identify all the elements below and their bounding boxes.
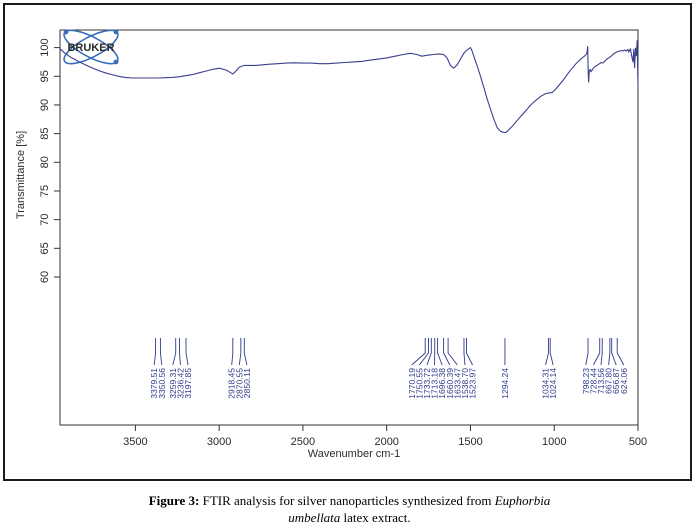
peak-marker (447, 338, 458, 366)
caption-species-1: Euphorbia (494, 493, 551, 508)
peak-label: 2870.55 (234, 368, 244, 399)
peak-marker (545, 338, 549, 366)
caption-species-2: umbellata (288, 510, 341, 525)
peak-label: 1713.18 (430, 368, 440, 399)
peak-label: 1294.24 (500, 368, 510, 399)
plot-frame (59, 29, 639, 426)
peak-label: 667.80 (604, 368, 614, 394)
peak-marker (243, 338, 248, 366)
peak-marker (437, 338, 443, 366)
ftir-chart: BRUKER Transmittance [%] Wavenumber cm-1… (15, 29, 647, 460)
peak-marker (443, 338, 451, 366)
logo-dot-3 (113, 29, 119, 35)
peak-label: 3259.31 (168, 368, 178, 399)
peak-label: 624.06 (619, 368, 629, 394)
peak-label: 798.23 (581, 368, 591, 394)
x-tick-label: 3500 (123, 436, 147, 448)
peak-marker (600, 338, 603, 366)
peak-marker (616, 338, 625, 366)
peak-marker (549, 338, 554, 366)
peak-marker (593, 338, 601, 366)
figure-caption: Figure 3: FTIR analysis for silver nanop… (0, 492, 699, 526)
peak-label: 1696.38 (437, 368, 447, 399)
figure-frame (3, 3, 692, 481)
peak-label: 3236.42 (175, 368, 185, 399)
y-tick-label: 75 (39, 185, 51, 197)
y-tick-label: 70 (39, 214, 51, 226)
peak-label: 728.44 (588, 368, 598, 394)
logo-dot-2 (113, 59, 119, 65)
x-tick-label: 500 (629, 436, 647, 448)
logo-dot-1 (63, 29, 69, 35)
peak-label: 1034.31 (541, 368, 551, 399)
x-axis-title: Wavenumber cm-1 (308, 448, 401, 460)
peak-label: 2918.45 (227, 368, 237, 399)
caption-text: FTIR analysis for silver nanoparticles s… (199, 493, 495, 508)
peak-marker (419, 338, 429, 366)
peak-marker (463, 338, 466, 366)
peak-label: 1770.19 (407, 368, 417, 399)
y-axis-title: Transmittance [%] (15, 131, 27, 219)
x-tick-label: 2000 (374, 436, 398, 448)
logo-text: BRUKER (67, 42, 114, 54)
y-tick-label: 90 (39, 99, 51, 111)
y-tick-label: 85 (39, 127, 51, 139)
caption-text-end: latex extract. (340, 510, 411, 525)
peak-marker (185, 338, 189, 366)
y-tick-label: 95 (39, 70, 51, 82)
peak-label: 3350.56 (157, 368, 167, 399)
peak-marker (172, 338, 177, 366)
x-axis: 3500 3000 2500 2000 1500 1000 500 (123, 425, 647, 448)
peak-marker (231, 338, 234, 366)
peak-marker (411, 338, 426, 366)
peak-label: 713.56 (596, 368, 606, 394)
y-axis: 60 65 70 75 80 85 90 95 100 (39, 38, 60, 283)
peak-marker (426, 338, 432, 366)
peak-marker (179, 338, 181, 366)
y-tick-label: 65 (39, 242, 51, 254)
x-tick-label: 1000 (542, 436, 566, 448)
peak-marker (585, 338, 589, 366)
peak-label: 2850.11 (242, 368, 252, 398)
peak-label: 1750.55 (414, 368, 424, 399)
peak-label: 1523.97 (468, 368, 478, 399)
spectrum-line (59, 40, 639, 134)
x-tick-label: 2500 (291, 436, 315, 448)
y-tick-label: 80 (39, 156, 51, 168)
peak-label: 1538.70 (460, 368, 470, 399)
peak-label: 1024.14 (548, 368, 558, 399)
peak-marker (159, 338, 163, 366)
peak-label: 656.87 (611, 368, 621, 394)
y-tick-label: 60 (39, 271, 51, 283)
peak-label: 3379.51 (149, 368, 159, 399)
peak-label: 1660.39 (445, 368, 455, 399)
peak-marker (153, 338, 157, 366)
peak-marker (611, 338, 617, 366)
peak-label: 1733.72 (422, 368, 432, 399)
peak-marker (238, 338, 242, 366)
x-tick-label: 3000 (207, 436, 231, 448)
bruker-logo: BRUKER (63, 29, 119, 65)
peak-markers (153, 338, 625, 366)
y-tick-label: 100 (39, 38, 51, 56)
peak-label: 3197.85 (183, 368, 193, 399)
peak-marker (465, 338, 473, 366)
x-tick-label: 1500 (458, 436, 482, 448)
peak-marker (608, 338, 611, 366)
caption-label: Figure 3: (148, 493, 200, 508)
peak-label: 1633.47 (452, 368, 462, 399)
